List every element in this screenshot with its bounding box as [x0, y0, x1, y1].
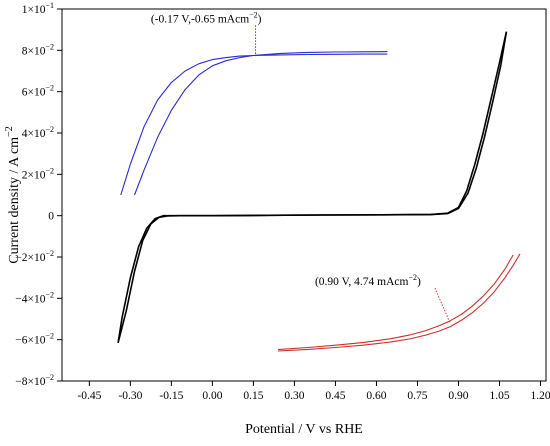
y-tick-label: −6×10−2 — [15, 332, 54, 347]
y-tick-mantissa: 4×10 — [22, 128, 46, 140]
x-axis-ticks: -0.45 -0.30 -0.15 0.00 0.15 0.30 0.45 0.60 0.75 0… — [77, 381, 550, 402]
annotation-text: (0.90 V, 4.74 mAcm — [315, 276, 409, 288]
annotation-label: (0.90 V, 4.74 mAcm−2) — [315, 273, 421, 288]
y-tick-mantissa: −6×10 — [15, 335, 45, 347]
y-tick-exponent: −2 — [45, 332, 54, 341]
x-tick-label: 0.60 — [366, 390, 386, 402]
series-line-blue-inset-outer — [120, 53, 388, 196]
y-tick-label: −8×10−2 — [15, 373, 54, 388]
y-axis-label-text: Current density / A cm — [7, 137, 22, 264]
series-layer — [117, 31, 521, 352]
y-tick-label: 2×10−2 — [22, 166, 54, 181]
y-tick-exponent: −2 — [45, 84, 54, 93]
series-line-red-inset-outer — [277, 253, 521, 352]
x-tick-label: 0.90 — [448, 390, 468, 402]
y-tick-exponent: −2 — [45, 373, 54, 382]
y-tick-label: 6×10−2 — [22, 84, 54, 99]
y-axis-ticks: 1×10−18×10−26×10−24×10−22×10−20−2×10−2−4… — [15, 1, 62, 388]
y-tick-mantissa: 6×10 — [22, 87, 46, 99]
y-tick-label: 1×10−1 — [22, 1, 54, 16]
x-axis-label: Potential / V vs RHE — [245, 422, 363, 437]
x-tick-label: 0.45 — [325, 390, 345, 402]
y-tick-mantissa: −4×10 — [15, 293, 45, 305]
y-tick-exponent: −2 — [45, 42, 54, 51]
series-line-main-cv-reverse — [117, 31, 508, 343]
y-tick-exponent: −2 — [45, 166, 54, 175]
x-tick-label: 0.30 — [284, 390, 304, 402]
y-tick-mantissa: 0 — [48, 211, 54, 223]
plot-frame — [61, 8, 547, 382]
x-tick-label: 1.05 — [489, 390, 509, 402]
y-tick-label: 4×10−2 — [22, 125, 54, 140]
y-tick-mantissa: 1×10 — [22, 4, 46, 16]
y-tick-mantissa: −2×10 — [15, 252, 45, 264]
annotation-exponent: −2 — [408, 273, 417, 282]
x-tick-label: -0.30 — [118, 390, 142, 402]
y-tick-mantissa: 2×10 — [22, 169, 46, 181]
y-tick-exponent: −1 — [45, 1, 54, 10]
y-tick-label: −4×10−2 — [15, 290, 54, 305]
annotation-text: (-0.17 V,-0.65 mAcm — [151, 13, 249, 25]
annotation-exponent: −2 — [249, 10, 258, 19]
annotation-layer: (-0.17 V,-0.65 mAcm−2)(0.90 V, 4.74 mAcm… — [151, 10, 451, 324]
x-tick-label: 0.15 — [243, 390, 263, 402]
annotation-close: ) — [258, 13, 262, 25]
annotation-close: ) — [417, 276, 421, 288]
annotation-label: (-0.17 V,-0.65 mAcm−2) — [151, 10, 262, 25]
y-tick-label: −2×10−2 — [15, 249, 54, 264]
y-tick-exponent: −2 — [45, 290, 54, 299]
y-axis-label-exponent: −2 — [4, 126, 15, 137]
x-tick-label: -0.45 — [77, 390, 101, 402]
y-tick-exponent: −2 — [45, 249, 54, 258]
y-tick-mantissa: 8×10 — [22, 45, 46, 57]
x-tick-label: 0.75 — [407, 390, 427, 402]
x-tick-label: 1.20 — [530, 390, 550, 402]
series-line-red-inset-inner — [277, 254, 514, 351]
y-axis-label: Current density / A cm−2 — [4, 126, 22, 263]
series-line-blue-inset-inner — [133, 51, 388, 196]
annotation-leader — [434, 287, 451, 324]
x-tick-label: 0.00 — [202, 390, 222, 402]
y-tick-label: 0 — [48, 211, 54, 223]
y-tick-label: 8×10−2 — [22, 42, 54, 57]
y-tick-exponent: −2 — [45, 125, 54, 134]
y-tick-mantissa: −8×10 — [15, 376, 45, 388]
x-tick-label: -0.15 — [159, 390, 183, 402]
